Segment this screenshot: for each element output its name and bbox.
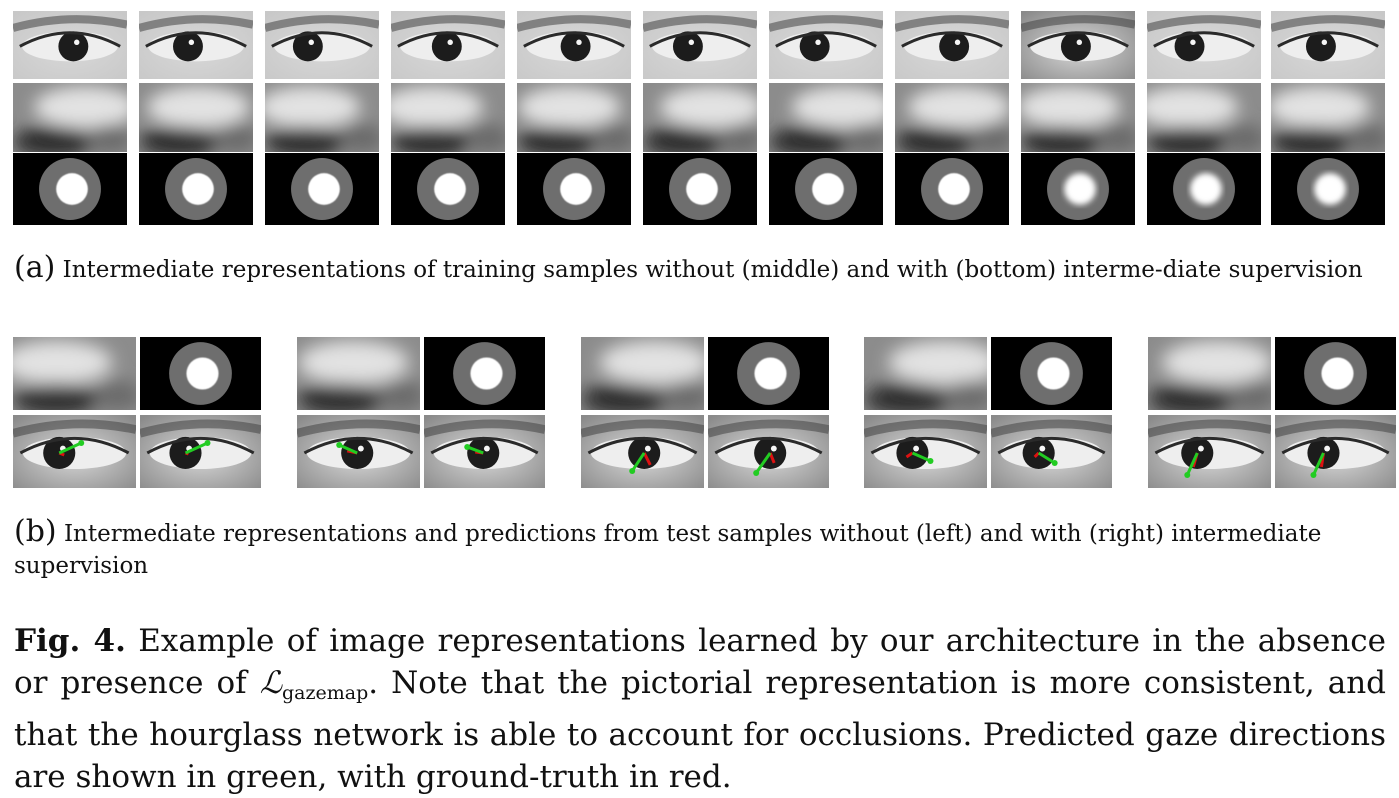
training-gazemap-with-supervision (517, 153, 631, 225)
training-eye-image (643, 11, 757, 79)
test-gazemap-with-supervision (708, 337, 829, 410)
test-representation-without-supervision (864, 337, 987, 410)
training-eye-image (1271, 11, 1385, 79)
training-gazemap-with-supervision (1021, 153, 1135, 225)
test-representation-without-supervision (581, 337, 704, 410)
training-eye-image (1021, 11, 1135, 79)
training-representation-without-supervision (517, 83, 631, 152)
test-gazemap-with-supervision (1275, 337, 1396, 410)
training-eye-image (13, 11, 127, 79)
test-prediction-without-supervision (297, 415, 420, 488)
test-prediction-without-supervision (13, 415, 136, 488)
test-representation-without-supervision (1148, 337, 1271, 410)
test-prediction-without-supervision (581, 415, 704, 488)
test-prediction-without-supervision (864, 415, 987, 488)
training-gazemap-with-supervision (139, 153, 253, 225)
training-gazemap-with-supervision (1147, 153, 1261, 225)
caption-a: (a) Intermediate representations of trai… (14, 252, 1386, 286)
training-representation-without-supervision (895, 83, 1009, 152)
caption-b: (b) Intermediate representations and pre… (14, 516, 1386, 582)
training-gazemap-with-supervision (643, 153, 757, 225)
training-eye-image (265, 11, 379, 79)
training-representation-without-supervision (1021, 83, 1135, 152)
caption-a-text: Intermediate representations of training… (62, 257, 1363, 283)
test-gazemap-with-supervision (424, 337, 545, 410)
test-prediction-with-supervision (424, 415, 545, 488)
training-eye-image (517, 11, 631, 79)
training-representation-without-supervision (391, 83, 505, 152)
caption-a-label: (a) (14, 250, 56, 285)
training-gazemap-with-supervision (1271, 153, 1385, 225)
test-prediction-with-supervision (140, 415, 261, 488)
training-eye-image (1147, 11, 1261, 79)
figure-caption-text-1: Example of image representations learned… (14, 623, 1386, 701)
test-prediction-without-supervision (1148, 415, 1271, 488)
loss-symbol: ℒ (259, 665, 283, 701)
test-gazemap-with-supervision (140, 337, 261, 410)
training-representation-without-supervision (139, 83, 253, 152)
training-eye-image (139, 11, 253, 79)
test-gazemap-with-supervision (991, 337, 1112, 410)
training-gazemap-with-supervision (13, 153, 127, 225)
training-representation-without-supervision (1147, 83, 1261, 152)
training-representation-without-supervision (265, 83, 379, 152)
training-representation-without-supervision (13, 83, 127, 152)
training-eye-image (895, 11, 1009, 79)
training-gazemap-with-supervision (769, 153, 883, 225)
training-representation-without-supervision (1271, 83, 1385, 152)
loss-subscript: gazemap (282, 682, 369, 704)
training-gazemap-with-supervision (265, 153, 379, 225)
training-gazemap-with-supervision (895, 153, 1009, 225)
test-prediction-with-supervision (1275, 415, 1396, 488)
training-representation-without-supervision (769, 83, 883, 152)
caption-b-text: Intermediate representations and predict… (14, 521, 1322, 579)
caption-b-label: (b) (14, 514, 57, 549)
figure-caption: Fig. 4. Example of image representations… (14, 620, 1386, 798)
figure-label: Fig. 4. (14, 623, 126, 659)
training-representation-without-supervision (643, 83, 757, 152)
training-gazemap-with-supervision (391, 153, 505, 225)
test-prediction-with-supervision (708, 415, 829, 488)
test-representation-without-supervision (13, 337, 136, 410)
training-eye-image (391, 11, 505, 79)
test-representation-without-supervision (297, 337, 420, 410)
test-prediction-with-supervision (991, 415, 1112, 488)
training-eye-image (769, 11, 883, 79)
